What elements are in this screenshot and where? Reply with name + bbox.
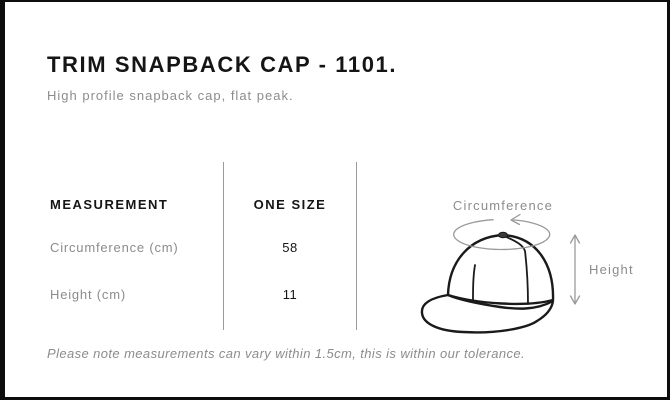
cap-crown — [446, 233, 555, 306]
table-column-divider-left — [223, 162, 224, 330]
cap-seam-left — [472, 264, 476, 303]
cap-seam-right — [503, 235, 529, 305]
cap-brim — [420, 293, 555, 334]
height-arrow-icon — [569, 234, 581, 305]
cap-illustration — [420, 213, 581, 334]
circumference-diagram-label: Circumference — [452, 198, 554, 213]
table-row-label-circumference: Circumference (cm) — [50, 240, 179, 255]
height-diagram-label: Height — [589, 262, 634, 277]
table-row-label-height: Height (cm) — [50, 287, 126, 302]
size-column-header: ONE SIZE — [253, 197, 327, 212]
page-subtitle: High profile snapback cap, flat peak. — [47, 88, 294, 103]
page-title: TRIM SNAPBACK CAP - 1101. — [47, 52, 398, 77]
table-value-circumference: 58 — [282, 240, 298, 255]
tolerance-footnote: Please note measurements can vary within… — [47, 346, 526, 361]
table-value-height: 11 — [282, 287, 298, 302]
circumference-arrow-icon — [453, 219, 551, 251]
table-column-divider-right — [356, 162, 357, 330]
measurement-column-header: MEASUREMENT — [50, 197, 169, 212]
cap-button — [498, 231, 508, 239]
circumference-arrowhead — [510, 213, 521, 226]
